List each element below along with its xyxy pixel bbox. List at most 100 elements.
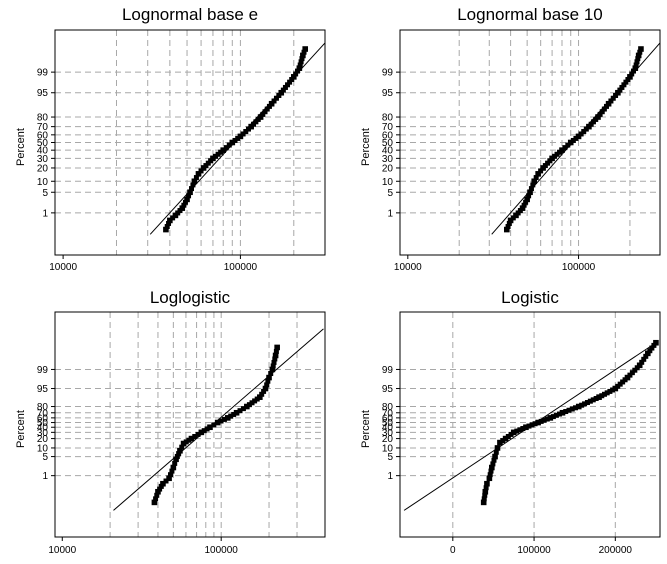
- chart-1-y-tick-label: 50: [37, 138, 49, 149]
- chart-1-y-tick-label: 10: [37, 177, 49, 188]
- chart-1-data-point: [179, 205, 186, 211]
- chart-3-data-point: [201, 428, 207, 434]
- chart-3-data-point: [169, 468, 175, 474]
- chart-4-data-point: [587, 398, 593, 404]
- chart-4-data-point: [481, 496, 487, 502]
- chart-2-data-point: [599, 109, 605, 115]
- chart-3-data-point: [269, 366, 276, 373]
- chart-2-y-tick-label: 20: [382, 163, 394, 174]
- chart-2-data-point: [533, 175, 539, 181]
- chart-1-data-point: [294, 68, 300, 74]
- chart-1-data-point: [273, 95, 279, 101]
- chart-4-plot-frame: [399, 311, 661, 538]
- chart-1-data-point: [182, 199, 188, 205]
- chart-4-data-point: [488, 468, 494, 474]
- chart-3-data-point: [233, 409, 240, 416]
- chart-4-data-point: [494, 445, 501, 451]
- chart-4-data-point: [553, 412, 559, 418]
- chart-3-data-point: [214, 419, 221, 426]
- chart-2-y-tick-label: 40: [382, 146, 394, 157]
- chart-1-data-point: [213, 153, 219, 159]
- chart-1-y-tick-label: 1: [42, 208, 48, 219]
- chart-2-data-point: [506, 220, 512, 226]
- chart-1-data-point: [232, 137, 238, 143]
- chart-4-data-point: [541, 417, 547, 423]
- chart-2-y-tick-label: 60: [382, 130, 394, 141]
- chart-3-data-point: [163, 478, 169, 484]
- chart-4-data-point: [641, 356, 647, 362]
- chart-4-data-point: [480, 499, 487, 506]
- chart-3-plot-frame: [54, 311, 326, 538]
- chart-4-data-point: [582, 401, 588, 407]
- chart-3-data-point: [221, 416, 227, 422]
- chart-2-data-point: [538, 168, 544, 174]
- chart-2-data-point: [503, 226, 510, 233]
- chart-2-data-point: [581, 129, 587, 135]
- chart-4-data-point: [596, 394, 602, 400]
- chart-4-x-tick-label: 200000: [599, 545, 633, 556]
- chart-2-data-point: [617, 87, 623, 93]
- chart-3-data-point: [249, 400, 255, 406]
- chart-3-data-point: [224, 415, 231, 421]
- chart-4-data-point: [649, 345, 655, 351]
- chart-3-y-tick-label: 10: [37, 443, 49, 454]
- chart-3-data-point: [195, 431, 201, 437]
- chart-2-data-point: [619, 84, 625, 90]
- chart-2-data-point: [578, 131, 584, 137]
- chart-3-title: Loglogistic: [150, 288, 231, 307]
- chart-2-data-point: [575, 133, 582, 140]
- chart-2-data-point: [638, 46, 644, 52]
- chart-3-data-point: [240, 406, 246, 412]
- chart-3-data-point: [262, 385, 269, 392]
- chart-2-data-point: [597, 111, 603, 117]
- chart-4-data-point: [550, 414, 556, 420]
- chart-1-data-point: [210, 155, 216, 162]
- chart-3-data-point: [265, 378, 271, 384]
- chart-3-data-point: [204, 426, 210, 432]
- chart-1-data-point: [237, 133, 244, 140]
- chart-1-y-tick-label: 80: [37, 113, 49, 124]
- chart-2-data-point: [608, 98, 614, 104]
- chart-2-data-point: [615, 89, 621, 96]
- chart-4-data-point: [497, 439, 503, 446]
- chart-3-data-point: [170, 464, 177, 471]
- chart-4-data-point: [584, 400, 590, 406]
- chart-1-data-point: [278, 89, 285, 96]
- chart-2-data-point: [631, 68, 637, 74]
- chart-3-data-point: [157, 486, 163, 492]
- chart-3-data-point: [177, 447, 183, 454]
- chart-4-data-point: [601, 391, 607, 397]
- chart-1-x-tick-label: 100000: [224, 262, 258, 273]
- chart-4-data-point: [487, 472, 493, 478]
- chart-1-y-tick-label: 95: [37, 88, 49, 99]
- chart-1-data-point: [166, 220, 172, 226]
- chart-4-data-point: [486, 475, 493, 482]
- chart-4-x-tick-label: 100000: [517, 545, 551, 556]
- chart-2-data-point: [627, 74, 633, 80]
- chart-1-data-point: [268, 100, 275, 107]
- chart-4-data-point: [520, 426, 526, 432]
- chart-4-y-axis-label: Percent: [360, 410, 372, 448]
- chart-4-y-tick-label: 5: [387, 452, 393, 463]
- chart-4-y-tick-label: 50: [382, 418, 394, 429]
- chart-2-data-point: [526, 193, 532, 199]
- chart-2-y-tick-label: 30: [382, 154, 394, 165]
- chart-2-y-tick-label: 5: [387, 188, 393, 199]
- chart-3-y-tick-label: 20: [37, 434, 49, 445]
- chart-3-data-point: [172, 460, 178, 466]
- chart-4-data-point: [493, 449, 499, 455]
- chart-2-data-point: [635, 56, 641, 62]
- chart-2-data-point: [621, 82, 627, 88]
- chart-4-data-point: [566, 407, 572, 413]
- chart-1-title: Lognormal base e: [122, 5, 258, 24]
- chart-1-data-point: [184, 196, 190, 203]
- chart-3-data-point: [198, 429, 205, 436]
- chart-4-data-point: [556, 411, 562, 417]
- chart-2-data-point: [567, 139, 574, 146]
- chart-1-data-point: [264, 106, 270, 112]
- chart-2-data-point: [601, 106, 607, 112]
- chart-2-y-axis-label: Percent: [360, 128, 372, 166]
